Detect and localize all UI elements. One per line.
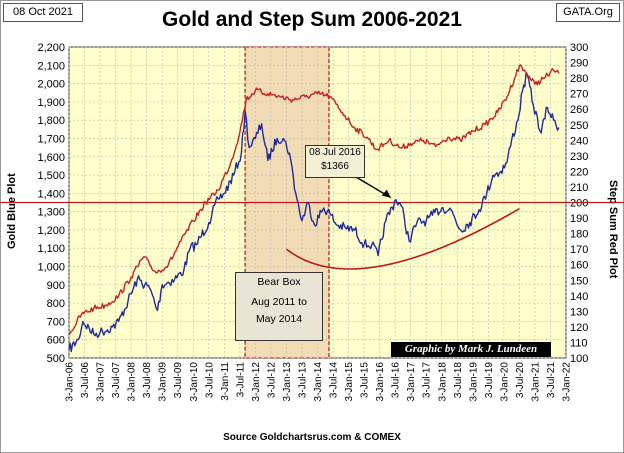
right-tick-label: 110 (570, 337, 588, 349)
right-tick-label: 290 (570, 58, 588, 70)
left-tick-label: 1,200 (37, 225, 65, 237)
x-tick-label: 3-Jan-08 (127, 362, 138, 402)
x-tick-label: 3-Jul-06 (80, 362, 91, 399)
chart-title: Gold and Step Sum 2006-2021 (162, 8, 462, 31)
left-tick-label: 1,500 (37, 170, 65, 182)
credit-label: Graphic by Mark J. Lundeen (391, 342, 551, 357)
x-tick-label: 3-Jul-14 (329, 362, 340, 399)
left-tick-label: 1,900 (37, 97, 65, 109)
x-tick-label: 3-Jul-17 (422, 362, 433, 399)
x-tick-label: 3-Jan-10 (189, 362, 200, 402)
right-tick-label: 250 (570, 120, 588, 132)
right-tick-label: 190 (570, 213, 588, 225)
x-tick-label: 3-Jul-07 (111, 362, 122, 399)
x-tick-label: 3-Jul-20 (515, 362, 526, 399)
bear-box-line-2: Aug 2011 to (251, 296, 307, 308)
source-label: Source Goldchartsrus.com & COMEX (223, 432, 401, 443)
x-tick-label: 3-Jan-22 (562, 362, 573, 402)
right-tick-label: 280 (570, 73, 588, 85)
right-tick-label: 130 (570, 306, 588, 318)
left-tick-label: 1,400 (37, 188, 65, 200)
x-tick-label: 3-Jul-13 (297, 362, 308, 399)
left-tick-label: 700 (47, 316, 65, 328)
x-tick-label: 3-Jul-19 (484, 362, 495, 399)
gold-series-line (68, 72, 560, 353)
x-tick-label: 3-Jan-13 (282, 362, 293, 402)
bear-box-line-1: Bear Box (257, 276, 301, 288)
x-tick-label: 3-Jul-11 (235, 362, 246, 398)
right-tick-label: 180 (570, 229, 588, 241)
x-tick-label: 3-Jan-12 (251, 362, 262, 402)
left-tick-label: 1,100 (37, 243, 65, 255)
callout-arrowhead (381, 189, 391, 198)
x-tick-label: 3-Jan-14 (313, 362, 324, 402)
left-tick-label: 1,600 (37, 152, 65, 164)
x-tick-label: 3-Jul-09 (173, 362, 184, 399)
x-tick-label: 3-Jan-17 (406, 362, 417, 402)
left-tick-label: 2,200 (37, 42, 65, 54)
trend-curve (285, 208, 520, 270)
x-tick-label: 3-Jan-21 (530, 362, 541, 402)
left-tick-label: 1,300 (37, 207, 65, 219)
x-tick-label: 3-Jul-15 (360, 362, 371, 399)
x-tick-label: 3-Jan-15 (344, 362, 355, 402)
step-sum-series-line (68, 64, 560, 336)
x-tick-label: 3-Jul-10 (204, 362, 215, 399)
right-tick-label: 150 (570, 275, 588, 287)
right-tick-label: 240 (570, 135, 588, 147)
right-tick-label: 100 (570, 353, 588, 365)
right-tick-label: 200 (570, 198, 588, 210)
left-tick-label: 1,800 (37, 115, 65, 127)
x-tick-label: 3-Jan-20 (499, 362, 510, 402)
bear-box-annotation: Bear Box Aug 2011 to May 2014 (235, 272, 323, 341)
x-tick-label: 3-Jul-12 (266, 362, 277, 399)
right-tick-label: 260 (570, 104, 588, 116)
x-tick-label: 3-Jan-16 (375, 362, 386, 402)
x-tick-label: 3-Jul-21 (546, 362, 557, 399)
x-tick-label: 3-Jan-11 (220, 362, 231, 401)
right-tick-label: 170 (570, 244, 588, 256)
x-tick-label: 3-Jul-16 (391, 362, 402, 399)
right-tick-label: 210 (570, 182, 588, 194)
left-tick-label: 500 (47, 353, 65, 365)
x-tick-label: 3-Jan-09 (158, 362, 169, 402)
left-tick-label: 1,700 (37, 133, 65, 145)
bear-box-line-3: May 2014 (255, 313, 303, 325)
right-tick-label: 230 (570, 151, 588, 163)
x-tick-label: 3-Jan-19 (468, 362, 479, 402)
right-tick-label: 300 (570, 42, 588, 54)
site-box: GATA.Org (556, 3, 620, 22)
left-tick-label: 1,000 (37, 262, 65, 274)
left-tick-label: 800 (47, 298, 65, 310)
x-tick-label: 3-Jan-06 (65, 362, 76, 402)
x-tick-label: 3-Jul-08 (142, 362, 153, 399)
right-tick-label: 270 (570, 89, 588, 101)
right-tick-label: 140 (570, 291, 588, 303)
right-tick-label: 120 (570, 322, 588, 334)
x-tick-label: 3-Jan-18 (437, 362, 448, 402)
date-box: 08 Oct 2021 (3, 3, 83, 22)
left-tick-label: 900 (47, 280, 65, 292)
left-tick-label: 600 (47, 335, 65, 347)
x-tick-label: 3-Jul-18 (453, 362, 464, 399)
left-tick-label: 2,000 (37, 79, 65, 91)
right-tick-label: 220 (570, 166, 588, 178)
callout-date: 08 Jul 2016 (309, 147, 361, 158)
x-tick-label: 3-Jan-07 (96, 362, 107, 402)
left-tick-label: 2,100 (37, 60, 65, 72)
callout-price: $1366 (321, 161, 349, 172)
callout-annotation: 08 Jul 2016 $1366 (305, 145, 365, 178)
right-tick-label: 160 (570, 260, 588, 272)
